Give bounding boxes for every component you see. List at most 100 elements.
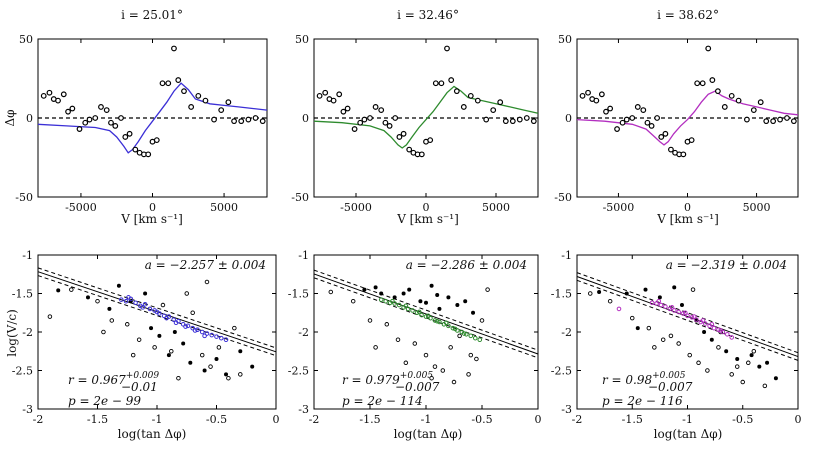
data-point — [86, 116, 93, 123]
x-tick-label: -5000 — [65, 201, 97, 214]
data-point — [351, 126, 358, 132]
colored-data-point — [434, 318, 440, 324]
colored-data-point — [185, 323, 191, 329]
data-point — [644, 119, 651, 126]
filled-data-point — [679, 303, 684, 308]
data-point — [438, 80, 445, 87]
x-axis-label: log(tan Δφ) — [654, 427, 723, 441]
colored-data-point — [649, 300, 655, 306]
data-point — [467, 92, 474, 99]
filled-data-point — [362, 287, 367, 292]
open-data-point — [95, 298, 100, 304]
y-tick-label: 0 — [565, 112, 572, 125]
data-point — [483, 116, 490, 123]
open-data-point — [432, 364, 438, 369]
x-tick-label: -0.5 — [471, 413, 492, 426]
data-point — [509, 118, 516, 125]
filled-data-point — [749, 353, 754, 358]
y-tick-label: 0 — [302, 112, 309, 125]
data-point — [392, 115, 399, 121]
panel-top-middle: i = 32.46° V [km s⁻¹] -5000 0 5000 -50 0 50 — [291, 8, 539, 226]
colored-data-point — [419, 312, 424, 318]
filled-data-point — [471, 310, 476, 315]
annotation-r-sup: +0.005 — [400, 371, 434, 381]
x-tick-label: -2 — [572, 413, 583, 426]
colored-data-point — [119, 297, 124, 302]
filled-data-point — [635, 326, 640, 331]
x-axis-label: V [km s⁻¹] — [120, 212, 183, 226]
data-point — [396, 134, 403, 140]
y-tick-label: -50 — [554, 191, 572, 204]
x-tick-label: -1.5 — [622, 413, 643, 426]
annotation-a: a = −2.286 ± 0.004 — [406, 258, 527, 272]
data-point — [344, 105, 351, 112]
filled-data-point — [166, 353, 171, 358]
fit-line — [37, 271, 277, 353]
open-data-point — [403, 360, 409, 366]
y-tick-label: -1.5 — [288, 288, 309, 301]
colored-data-point — [199, 329, 205, 335]
filled-data-point — [624, 291, 629, 296]
colored-data-point — [446, 323, 451, 329]
data-point — [322, 89, 329, 96]
model-curve — [313, 85, 539, 149]
fit-band-lower — [37, 275, 277, 357]
data-point — [69, 105, 76, 112]
filled-data-point — [373, 285, 378, 290]
colored-data-point — [729, 335, 735, 340]
colored-data-point — [468, 333, 474, 339]
data-point — [593, 97, 600, 104]
colored-data-point — [691, 314, 697, 319]
model-curve — [576, 90, 799, 146]
colored-data-point — [202, 333, 207, 339]
filled-data-point — [392, 295, 397, 300]
open-data-point — [740, 379, 746, 385]
y-tick-label: -50 — [15, 191, 33, 204]
data-point — [357, 119, 364, 126]
open-data-point — [705, 368, 710, 373]
filled-data-point — [437, 306, 442, 311]
colored-data-point — [718, 328, 723, 333]
x-tick-label: 0 — [273, 413, 280, 426]
colored-data-point — [218, 335, 224, 341]
filled-data-point — [202, 368, 207, 373]
colored-data-point — [416, 309, 422, 315]
data-point — [98, 104, 104, 110]
filled-data-point — [429, 283, 434, 288]
filled-data-point — [424, 300, 428, 305]
data-point — [231, 118, 237, 125]
data-point — [735, 97, 742, 104]
data-point — [694, 80, 701, 87]
colored-data-point — [461, 331, 467, 336]
data-point — [705, 45, 712, 52]
x-tick-label: -1 — [152, 413, 163, 426]
open-data-point — [734, 364, 740, 369]
annotation-r-sup: +0.009 — [126, 371, 160, 381]
open-data-point — [646, 325, 652, 331]
data-point — [218, 107, 225, 113]
colored-data-point — [378, 297, 384, 302]
filled-data-point — [446, 295, 451, 300]
data-point — [245, 116, 252, 123]
open-data-point — [69, 287, 74, 292]
fit-line — [313, 273, 539, 355]
data-point — [658, 134, 665, 140]
open-data-point — [423, 352, 429, 358]
data-point — [453, 88, 460, 95]
y-tick-label: -1.5 — [12, 288, 33, 301]
data-point — [406, 146, 413, 153]
annotation-r: r = 0.967+0.009 — [68, 371, 159, 387]
y-tick-label: -1 — [298, 249, 309, 262]
y-tick-label: -2.5 — [288, 365, 309, 378]
data-point — [188, 104, 195, 110]
open-data-point — [716, 345, 721, 350]
open-data-point — [190, 310, 195, 316]
open-data-point — [350, 298, 356, 304]
colored-data-point — [390, 298, 395, 304]
data-point — [252, 115, 259, 121]
colored-data-point — [147, 306, 153, 312]
panel-top-right: i = 38.62° V [km s⁻¹] -5000 0 5000 -50 0 50 — [554, 8, 799, 226]
y-tick-label: 50 — [558, 33, 572, 46]
data-point — [46, 89, 53, 96]
open-data-point — [588, 291, 593, 296]
